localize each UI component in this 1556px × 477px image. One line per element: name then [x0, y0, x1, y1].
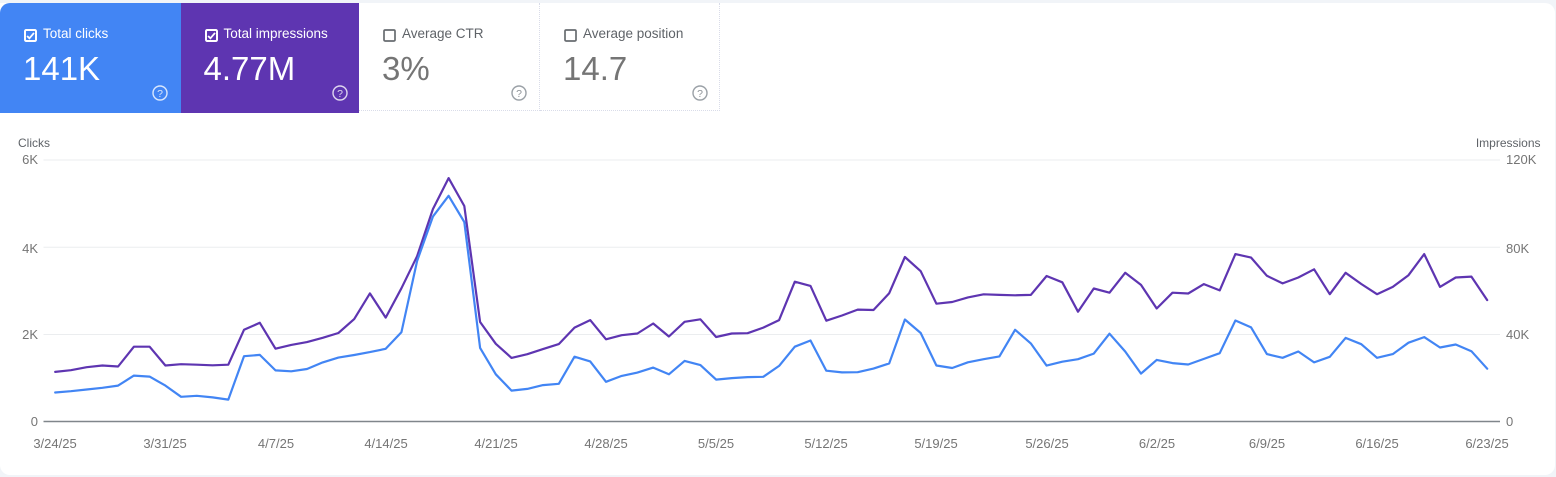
svg-text:?: ?	[516, 87, 522, 99]
svg-text:?: ?	[157, 87, 163, 99]
svg-text:?: ?	[697, 87, 703, 99]
svg-text:?: ?	[337, 87, 343, 99]
